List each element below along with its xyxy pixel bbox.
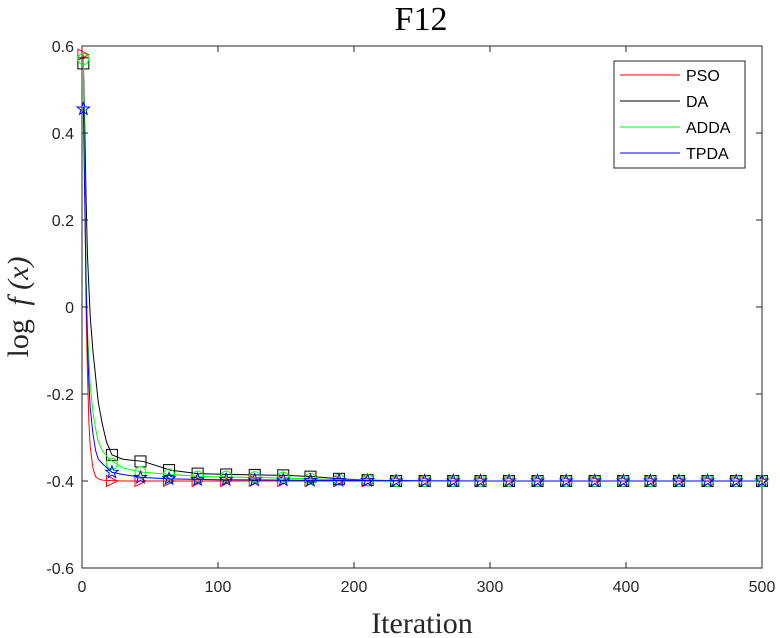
- legend-label-pso: PSO: [686, 68, 720, 85]
- legend-box: [613, 60, 746, 169]
- y-tick-label: -0.6: [46, 561, 74, 578]
- data-point-tpda: [445, 473, 461, 488]
- y-axis-label-prefix: log: [2, 319, 35, 357]
- y-tick-label: 0.2: [52, 213, 74, 230]
- y-tick-label: -0.4: [46, 474, 74, 491]
- y-axis-ticks: -0.6 -0.4 -0.2 0 0.2 0.4 0.6: [46, 39, 762, 578]
- series-tpda: [75, 101, 770, 488]
- data-point-tpda: [161, 470, 177, 486]
- data-point-tpda: [587, 473, 603, 488]
- legend: PSO DA ADDA TPDA: [613, 60, 746, 169]
- y-tick-label: 0.4: [52, 126, 74, 143]
- data-point-tpda: [75, 101, 91, 116]
- series-group: [75, 48, 770, 488]
- legend-label-tpda: TPDA: [686, 146, 729, 163]
- data-point-tpda: [190, 471, 206, 487]
- data-point-tpda: [671, 473, 687, 488]
- data-point-pso: [163, 474, 176, 488]
- data-point-tpda: [642, 473, 659, 488]
- data-point-tpda: [700, 473, 716, 488]
- data-point-tpda: [754, 473, 770, 488]
- data-point-tpda: [331, 472, 347, 487]
- data-point-tpda: [218, 471, 234, 487]
- data-point-da: [163, 464, 176, 477]
- y-tick-label: 0.6: [52, 39, 74, 56]
- data-point-adda: [105, 457, 118, 470]
- data-point-tpda: [615, 473, 631, 488]
- data-point-tpda: [275, 472, 291, 487]
- x-tick-label: 400: [613, 579, 640, 596]
- data-point-tpda: [388, 473, 404, 488]
- y-axis-label: log f (x): [2, 256, 35, 357]
- data-point-tpda: [472, 473, 489, 488]
- x-tick-label: 200: [341, 579, 368, 596]
- data-point-tpda: [104, 464, 120, 479]
- data-point-tpda: [558, 473, 574, 488]
- data-point-tpda: [501, 473, 517, 488]
- x-tick-label: 100: [205, 579, 232, 596]
- legend-label-da: DA: [686, 94, 709, 111]
- legend-label-adda: ADDA: [686, 120, 731, 137]
- x-tick-label: 300: [477, 579, 504, 596]
- data-point-adda: [163, 468, 176, 481]
- x-tick-label: 500: [749, 579, 776, 596]
- data-point-tpda: [360, 472, 376, 487]
- data-point-tpda: [132, 469, 149, 484]
- y-axis-label-func: f: [2, 294, 35, 306]
- data-point-adda: [134, 466, 147, 479]
- x-axis-ticks: 0 100 200 300 400 500: [78, 46, 776, 596]
- data-point-tpda: [247, 472, 263, 487]
- data-point-adda: [77, 53, 90, 66]
- y-tick-label: -0.2: [46, 387, 74, 404]
- data-point-pso: [248, 474, 262, 488]
- data-point-pso: [105, 474, 119, 488]
- data-point-tpda: [417, 473, 433, 488]
- data-point-tpda: [530, 473, 546, 488]
- chart-title: F12: [395, 1, 448, 38]
- y-axis-label-arg: (x): [2, 256, 35, 289]
- x-axis-label: Iteration: [371, 607, 473, 638]
- data-point-pso: [220, 474, 233, 488]
- x-tick-label: 0: [78, 579, 87, 596]
- data-point-tpda: [728, 473, 744, 488]
- y-tick-label: 0: [65, 300, 74, 317]
- data-point-tpda: [302, 472, 319, 487]
- data-point-pso: [191, 474, 205, 488]
